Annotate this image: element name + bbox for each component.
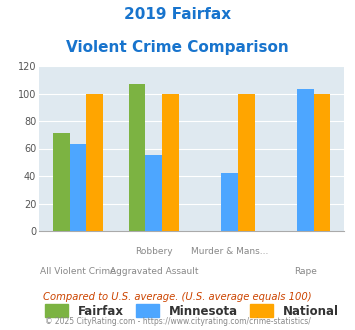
Bar <box>238 93 255 231</box>
Text: Compared to U.S. average. (U.S. average equals 100): Compared to U.S. average. (U.S. average … <box>43 292 312 302</box>
Bar <box>162 93 179 231</box>
Text: Robbery: Robbery <box>135 248 173 256</box>
Bar <box>297 89 314 231</box>
Bar <box>314 93 331 231</box>
Bar <box>129 84 146 231</box>
Bar <box>146 155 162 231</box>
Text: © 2025 CityRating.com - https://www.cityrating.com/crime-statistics/: © 2025 CityRating.com - https://www.city… <box>45 317 310 326</box>
Legend: Fairfax, Minnesota, National: Fairfax, Minnesota, National <box>40 300 343 322</box>
Bar <box>70 145 86 231</box>
Bar <box>53 133 70 231</box>
Text: Aggravated Assault: Aggravated Assault <box>110 267 198 276</box>
Bar <box>86 93 103 231</box>
Bar <box>221 173 238 231</box>
Text: All Violent Crime: All Violent Crime <box>40 267 116 276</box>
Text: Murder & Mans...: Murder & Mans... <box>191 248 268 256</box>
Text: Rape: Rape <box>294 267 317 276</box>
Text: 2019 Fairfax: 2019 Fairfax <box>124 7 231 21</box>
Text: Violent Crime Comparison: Violent Crime Comparison <box>66 40 289 54</box>
